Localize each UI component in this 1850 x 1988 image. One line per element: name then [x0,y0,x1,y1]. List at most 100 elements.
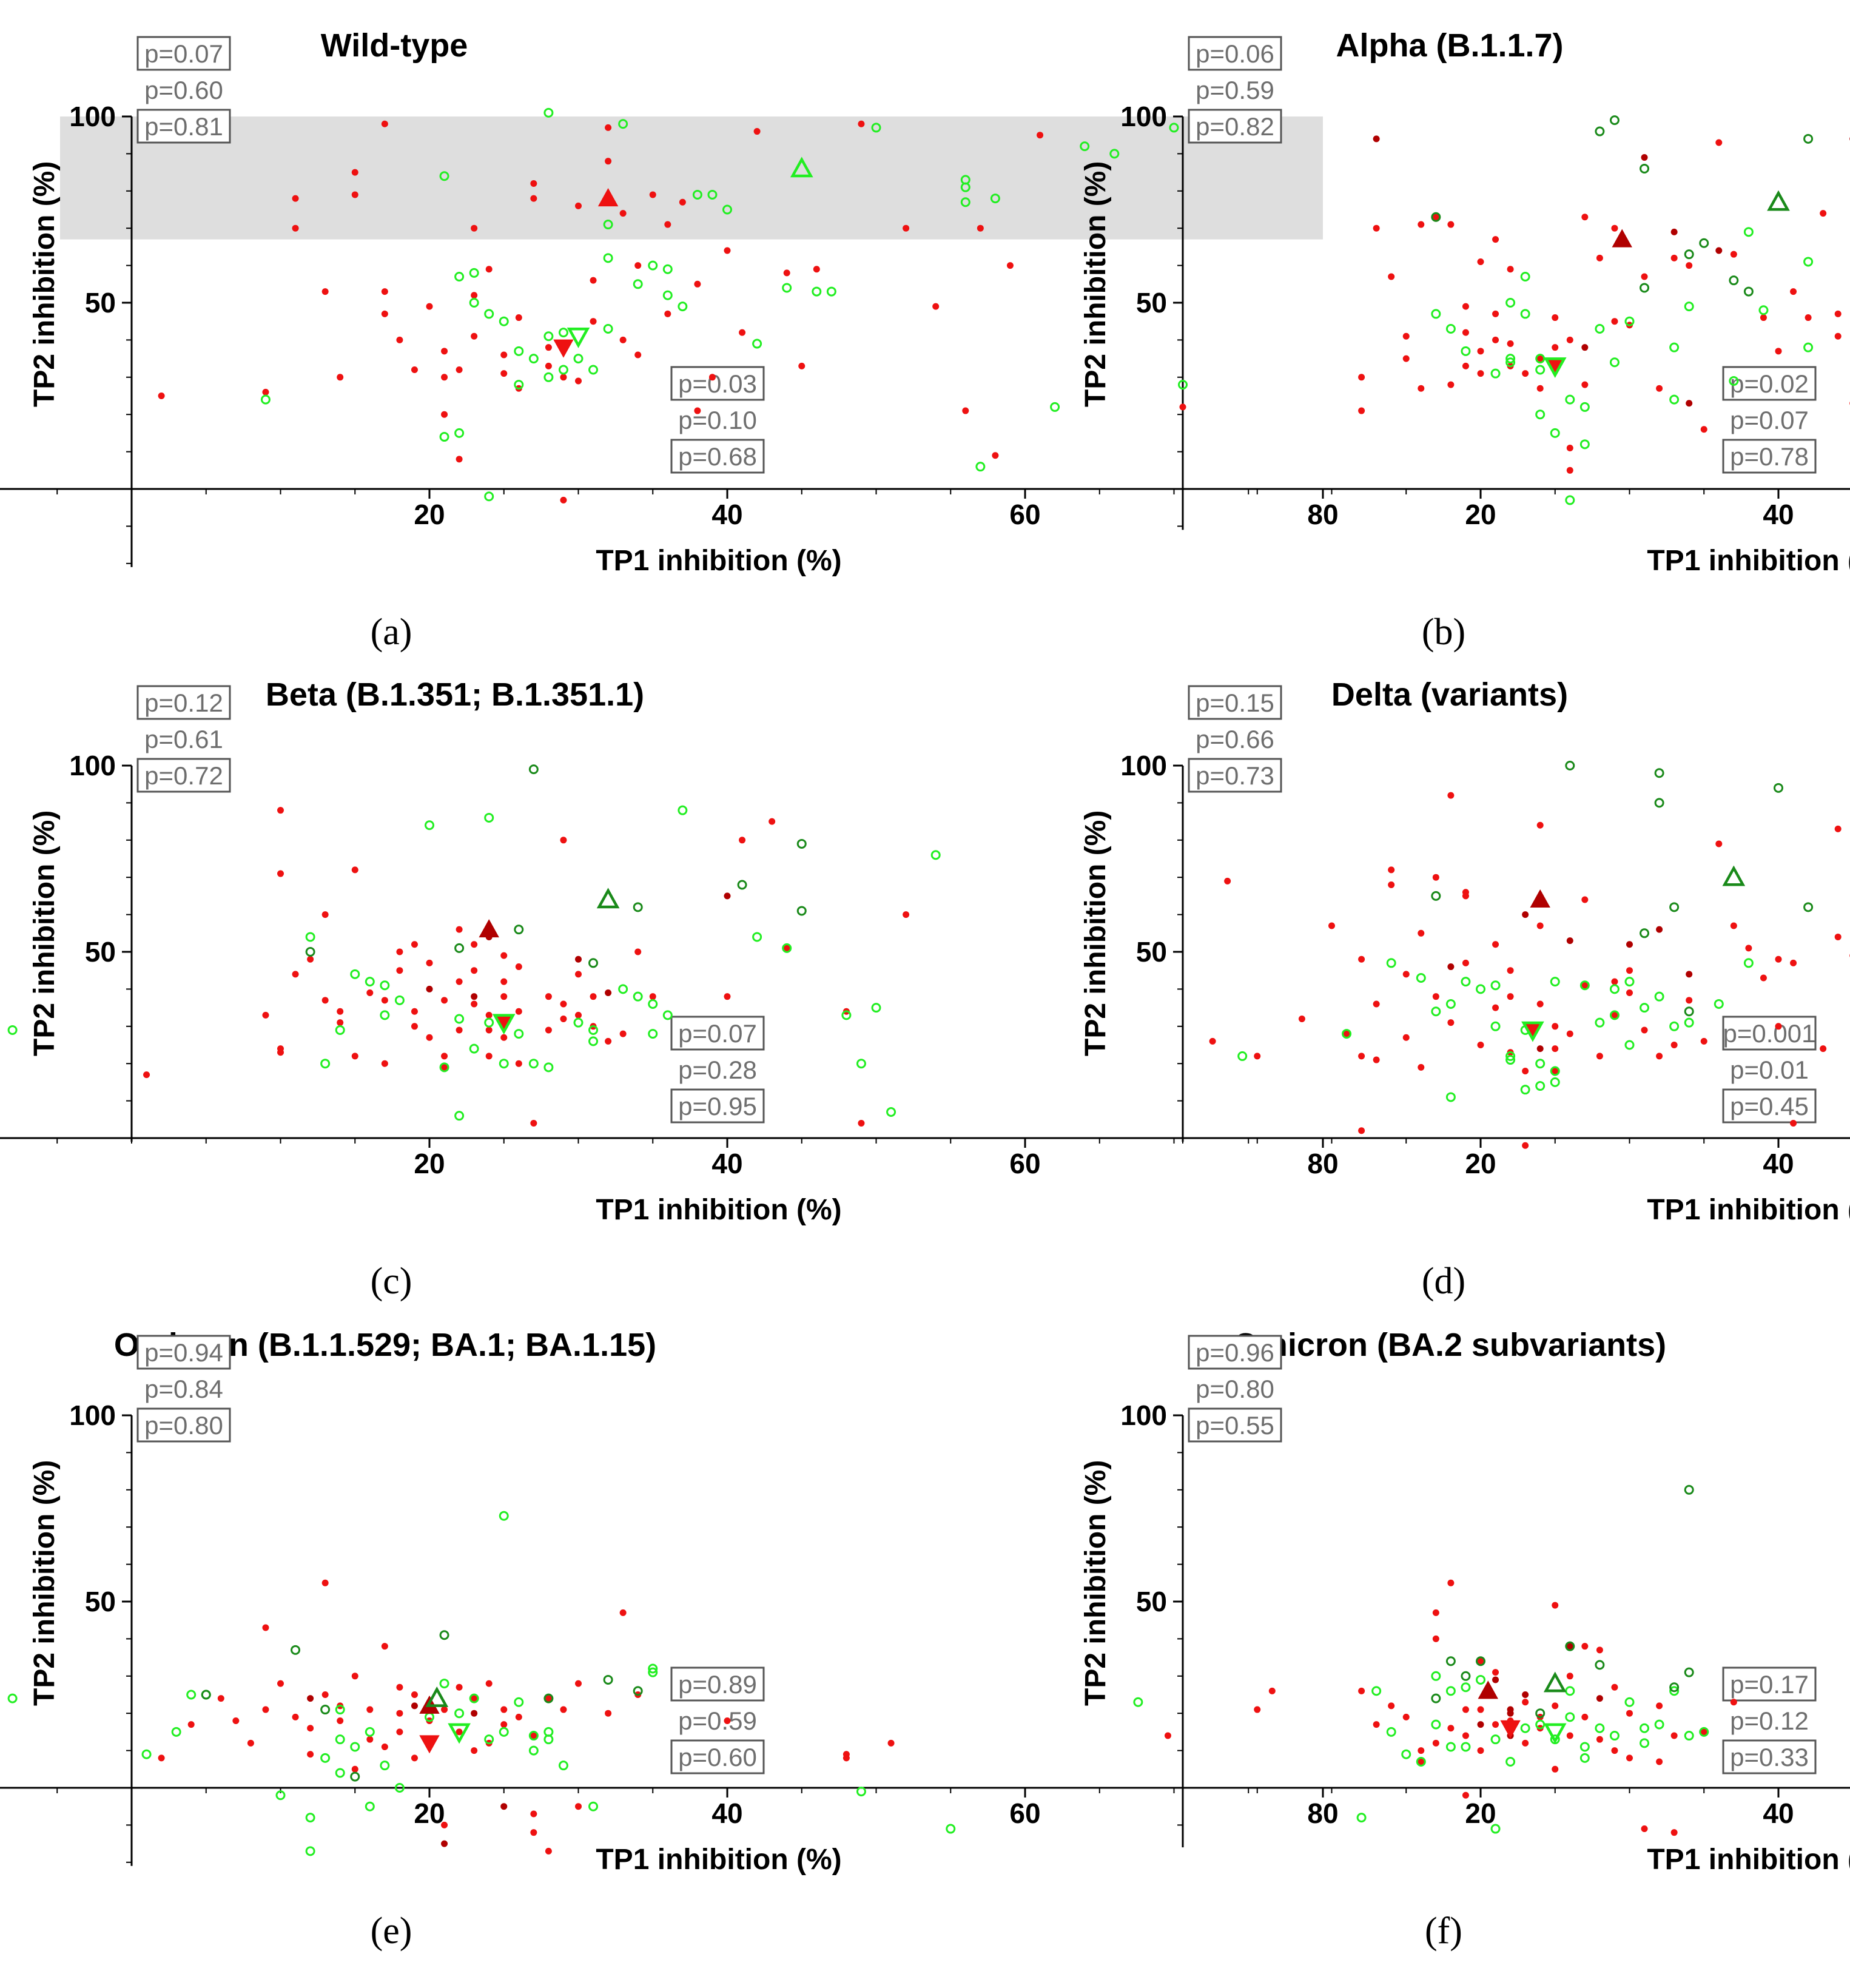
data-point-light-green-open [1505,1055,1516,1065]
data-point-light-green-open [1431,1719,1441,1730]
p-value-box [1188,685,1282,720]
data-point-red-filled [605,158,612,165]
p-value-box [1722,1088,1817,1124]
data-point-light-green-open [1669,394,1680,405]
data-point-dark-red-filled [1477,1721,1484,1728]
data-point-dark-green-open [1669,902,1680,912]
data-point-red-filled [1492,336,1499,343]
data-point-red-filled [694,280,701,288]
data-point-red-filled [1358,374,1365,381]
data-point-red-filled [1447,792,1455,799]
data-point-red-filled [1536,1000,1544,1008]
data-point-light-green-open [1505,1051,1516,1061]
data-point-red-filled [1507,266,1514,273]
p-value-label: p=0.28 [678,1056,757,1084]
data-point-red-filled [1552,1045,1559,1053]
y-axis-title: TP2 inhibition (%) [1080,161,1112,407]
data-point-green-median [1543,357,1567,379]
data-point-dark-green-open [1684,1484,1694,1495]
data-point-light-green-open [1669,1021,1680,1031]
data-point-green-open [469,268,479,278]
data-point-red-filled [1209,1037,1216,1045]
x-tick-label: 20 [414,1798,445,1829]
y-tick-label: 50 [85,287,116,318]
x-tick-label: 60 [1009,1148,1040,1179]
data-point-red-filled [1566,336,1573,343]
data-point-light-green-open [1595,323,1605,334]
data-point-dark-red-filled [426,985,433,992]
data-point-light-green-open [528,1731,539,1741]
data-point-red-filled [605,1710,612,1717]
data-point-red-filled [1402,971,1410,978]
chart-title: Omicron (BA.2 subvariants) [1233,1327,1666,1363]
x-tick-label: 80 [1307,499,1338,530]
y-tick-label: 100 [69,750,116,781]
data-point-red-filled [1402,332,1410,340]
data-point-red-filled [1373,1000,1380,1008]
data-point-green-open [514,380,524,390]
data-point-light-green-open [543,1734,554,1745]
data-point-light-green-open [1654,991,1664,1002]
data-point-red-filled [1418,1758,1425,1765]
y-axis-title: TP2 inhibition (%) [29,810,61,1056]
data-point-light-green-open [1535,409,1546,420]
data-point-red-filled [351,169,358,176]
panel-e: 20 40 60 80 50 100 TP1 inhibition (%) TP2 inhib… [0,1327,1339,1952]
data-point-red-filled [1834,310,1842,317]
p-value-box [1188,109,1282,144]
y-tick-label: 100 [69,101,116,132]
data-point-red-filled [337,374,344,381]
data-point-light-green-open [1803,257,1814,267]
data-point-light-green-open [484,812,494,823]
data-point-light-green-open [1476,1674,1485,1685]
data-point-light-green-open [1565,1686,1575,1696]
data-point-red-filled [456,1026,463,1034]
data-point-dark-red-mean [1530,889,1550,908]
data-point-red-filled [381,310,388,317]
data-point-green-open [558,328,568,338]
p-value-box [136,1407,231,1443]
data-point-red-filled [1462,1791,1469,1799]
data-point-red-filled [1626,1710,1633,1717]
p-value-label: p=0.001 [1723,1019,1816,1048]
p-value-box [136,109,231,144]
data-point-red-filled [724,247,731,254]
x-axis-title: TP1 inhibition (%) [1647,1194,1850,1226]
data-point-red-filled [500,978,508,985]
data-point-dark-red-filled [1596,1695,1603,1702]
data-point-light-green-open [1490,980,1501,991]
data-point-red-filled [545,362,552,369]
data-point-red-filled [441,348,448,355]
data-point-red-filled [634,948,642,955]
data-point-red-filled [1388,1702,1395,1710]
data-point-red-filled [634,262,642,269]
p-value-label: p=0.45 [1730,1092,1809,1120]
data-point-light-green-open [588,1025,599,1035]
p-value-box [1722,439,1817,474]
data-point-red-filled [1611,1011,1618,1019]
data-point-dark-red-filled [1447,963,1455,971]
data-point-dark-green-open [1431,891,1441,901]
data-point-red-filled [560,374,567,381]
data-point-red-filled [1611,318,1618,325]
data-point-red-filled [679,198,686,206]
data-point-light-green-open [588,1036,599,1046]
data-point-red-filled [411,941,418,948]
chart-title: Wild-type [321,27,468,64]
data-point-red-filled [471,224,478,232]
data-point-green-open [812,286,822,297]
data-point-red-filled [575,1680,582,1687]
data-point-dark-green-open [1640,928,1650,938]
data-point-light-green-open [856,1787,866,1797]
p-value-label: p=0.10 [678,406,757,434]
data-point-light-green-open [1565,394,1575,405]
data-point-red-filled [1418,929,1425,937]
data-point-light-green-open [558,1761,568,1771]
data-point-dark-red-filled [1566,1643,1573,1650]
data-point-red-filled [739,329,746,336]
data-point-red-filled [187,1721,195,1728]
data-point-red-filled [1834,332,1842,340]
p-value-label: p=0.78 [1730,442,1809,471]
data-point-light-green-open [499,1511,509,1521]
